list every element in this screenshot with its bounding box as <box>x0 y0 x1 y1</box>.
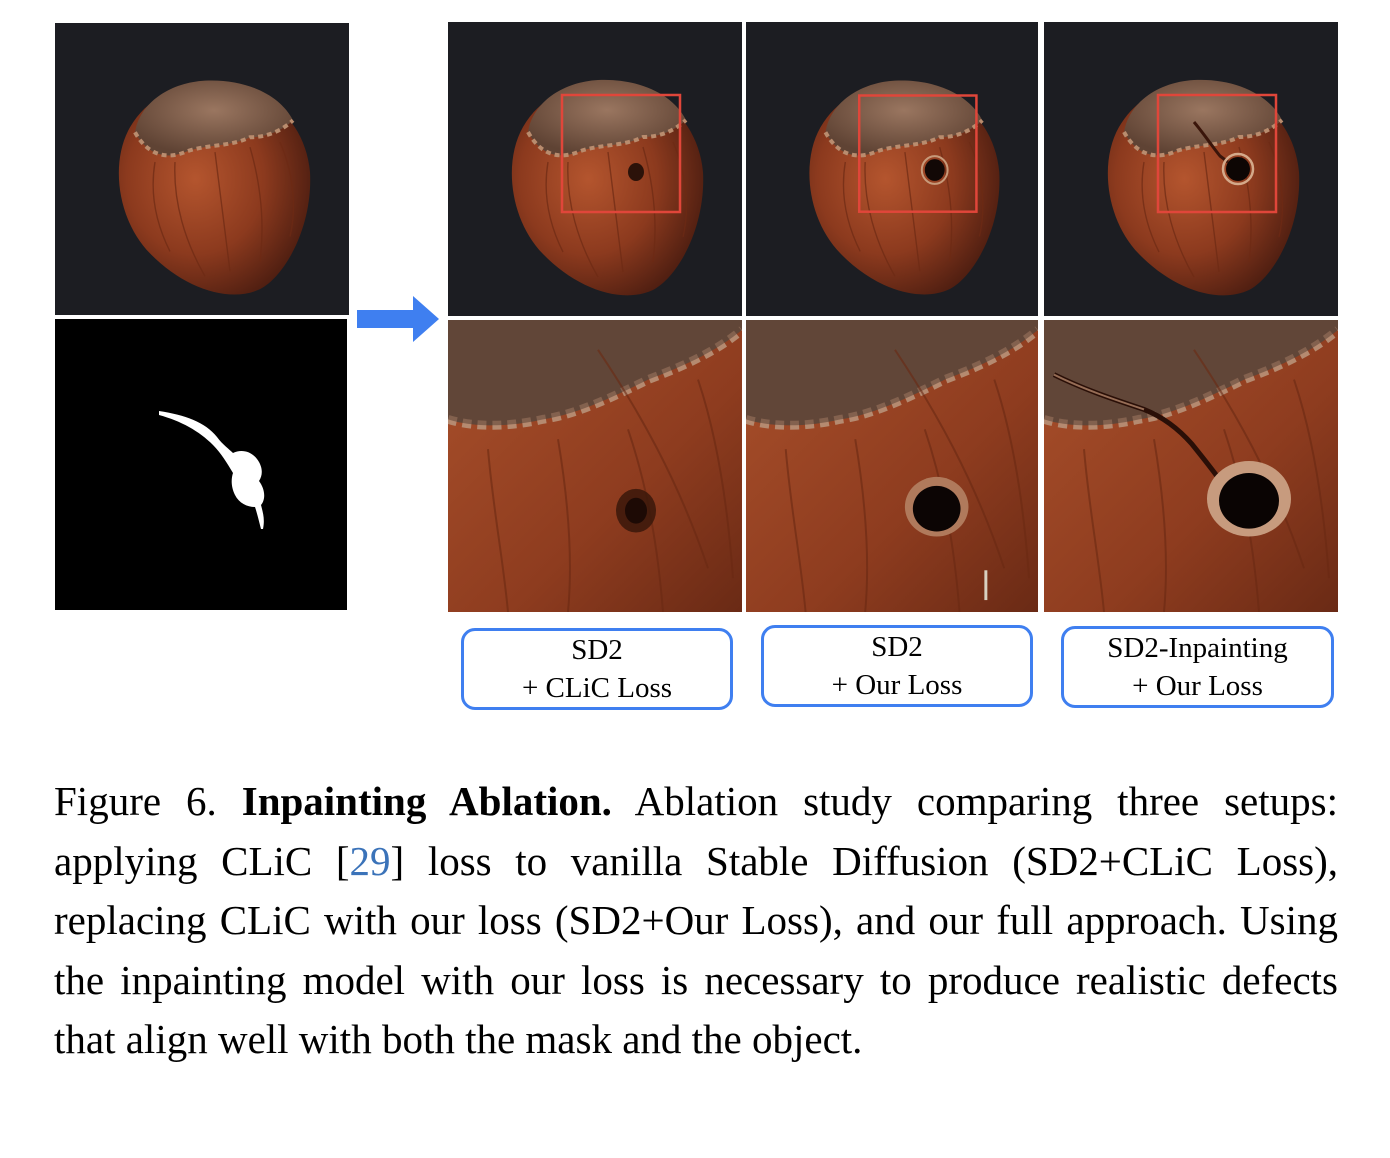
label-sd2-clic: SD2 + CLiC Loss <box>461 628 733 710</box>
caption-text: Ablation study comparing three setups: a… <box>54 778 1338 884</box>
zoom-sd2-clic <box>448 320 742 612</box>
figure-caption: Figure 6. Inpainting Ablation. Ablation … <box>54 772 1338 1070</box>
zoom-sd2-our <box>746 320 1038 612</box>
zoom-sd2-inpainting-our <box>1044 320 1338 612</box>
label-line: SD2 <box>871 631 923 663</box>
caption-prefix: Figure 6. <box>54 778 217 824</box>
input-image <box>55 23 349 315</box>
label-sd2-inpainting-our: SD2-Inpainting + Our Loss <box>1061 626 1334 708</box>
label-line: SD2 <box>571 634 623 666</box>
mask-image <box>55 319 347 610</box>
label-sd2-our: SD2 + Our Loss <box>761 625 1033 707</box>
caption-text-rest: ] loss to vanilla Stable Diffusion (SD2+… <box>54 837 1339 1063</box>
arrow-right-icon <box>357 296 439 342</box>
label-line: + CLiC Loss <box>521 672 673 704</box>
label-line: + Our Loss <box>831 669 963 701</box>
label-line: + Our Loss <box>1132 670 1263 702</box>
citation-link[interactable]: 29 <box>349 837 391 884</box>
result-sd2-clic <box>448 22 742 316</box>
caption-title: Inpainting Ablation. <box>241 778 612 824</box>
result-sd2-inpainting-our <box>1044 22 1338 316</box>
label-line: SD2-Inpainting <box>1107 632 1288 664</box>
result-sd2-our <box>746 22 1038 316</box>
